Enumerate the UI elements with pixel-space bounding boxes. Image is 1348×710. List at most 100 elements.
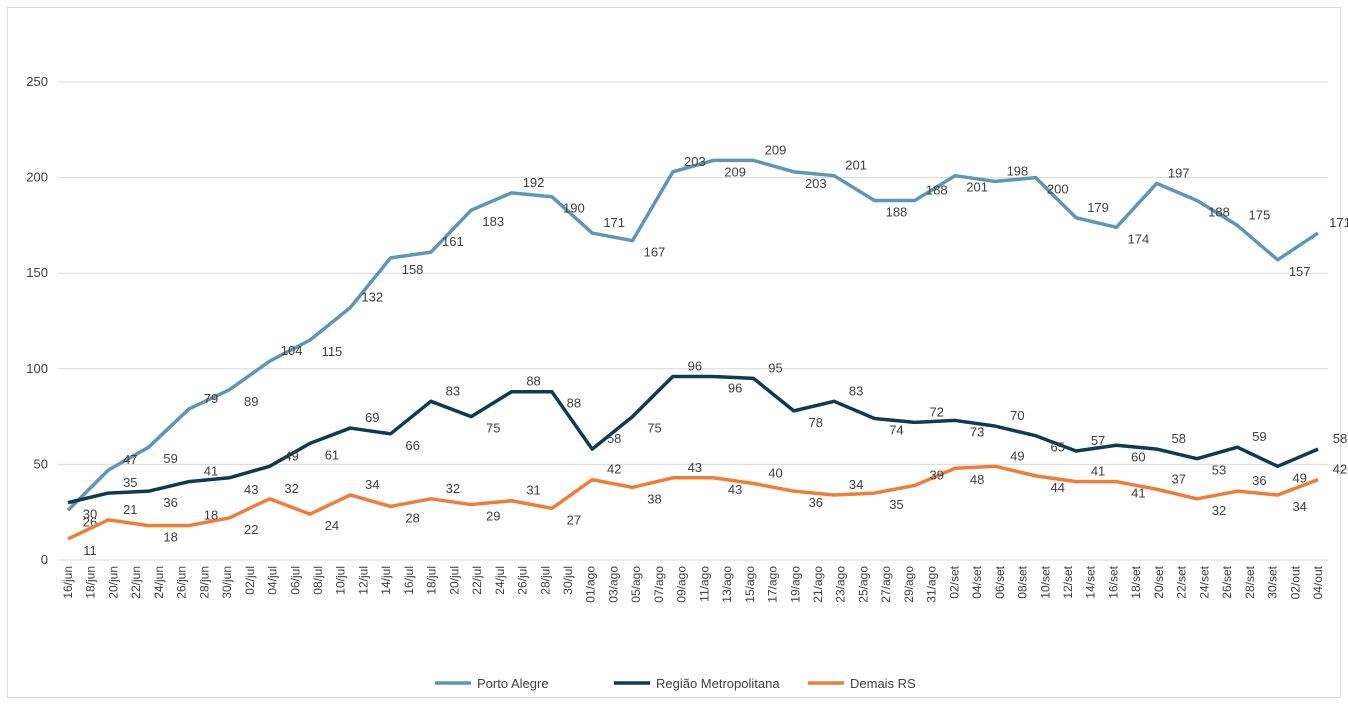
data-label: 34 (1292, 499, 1306, 514)
legend-label: Região Metropolitana (656, 676, 780, 691)
x-tick-label: 18/jul (425, 566, 439, 595)
y-tick-label: 200 (26, 170, 48, 185)
x-tick-label: 24/jul (493, 566, 507, 595)
data-label: 179 (1087, 200, 1109, 215)
data-label: 174 (1128, 231, 1150, 246)
x-tick-label: 18/set (1129, 565, 1143, 598)
data-label: 59 (1252, 429, 1266, 444)
data-label: 44 (1051, 480, 1065, 495)
data-label: 66 (405, 438, 419, 453)
y-tick-label: 100 (26, 361, 48, 376)
data-label: 38 (647, 491, 661, 506)
data-label: 24 (325, 518, 339, 533)
data-label: 171 (603, 215, 625, 230)
x-tick-label: 03/ago (606, 566, 620, 603)
data-label: 49 (1010, 448, 1024, 463)
x-tick-label: 31/ago (925, 566, 939, 603)
data-label: 96 (688, 358, 702, 373)
data-label: 43 (688, 460, 702, 475)
data-label: 74 (889, 423, 903, 438)
data-label: 49 (284, 448, 298, 463)
x-tick-label: 20/jun (106, 566, 120, 599)
data-label: 27 (567, 512, 581, 527)
x-tick-label: 12/jul (356, 566, 370, 595)
data-label: 175 (1249, 207, 1271, 222)
data-label: 29 (486, 509, 500, 524)
data-label: 61 (325, 447, 339, 462)
data-label: 192 (523, 175, 545, 190)
data-label: 83 (446, 383, 460, 398)
data-label: 190 (563, 201, 585, 216)
data-label: 72 (930, 404, 944, 419)
data-label: 167 (644, 245, 666, 260)
data-label: 171 (1329, 215, 1348, 230)
x-tick-label: 02/jul (243, 566, 257, 595)
x-tick-label: 16/jul (402, 566, 416, 595)
data-label: 11 (83, 543, 97, 558)
data-label: 88 (526, 374, 540, 389)
x-tick-label: 20/jul (447, 566, 461, 595)
data-label: 31 (526, 483, 540, 498)
data-label: 115 (322, 344, 343, 359)
y-tick-label: 250 (26, 74, 48, 89)
series-line (67, 374, 1319, 505)
x-tick-label: 02/set (947, 565, 961, 598)
x-tick-label: 16/set (1106, 565, 1120, 598)
data-label: 83 (849, 383, 863, 398)
x-tick-label: 05/ago (629, 566, 643, 603)
x-tick-label: 04/jul (266, 566, 280, 595)
data-label: 40 (768, 466, 782, 481)
x-tick-label: 10/jul (334, 566, 348, 595)
data-label: 70 (1010, 408, 1024, 423)
x-tick-label: 18/jun (84, 566, 98, 599)
data-label: 69 (365, 410, 379, 425)
data-label: 209 (724, 164, 746, 179)
data-label: 198 (1007, 163, 1029, 178)
x-tick-label: 01/ago (584, 566, 598, 603)
data-label: 18 (163, 530, 177, 545)
x-tick-label: 14/jul (379, 566, 393, 595)
data-label: 60 (1131, 449, 1145, 464)
data-label: 201 (845, 158, 867, 173)
data-label: 37 (1171, 471, 1185, 486)
x-tick-label: 26/jun (175, 566, 189, 599)
data-label: 65 (1051, 440, 1065, 455)
x-tick-label: 25/ago (856, 566, 870, 603)
chart-frame (7, 7, 1341, 698)
data-label: 79 (204, 391, 218, 406)
data-label: 88 (567, 396, 581, 411)
x-tick-label: 23/ago (834, 566, 848, 603)
data-label: 188 (926, 183, 948, 198)
data-label: 49 (1292, 470, 1306, 485)
x-tick-label: 13/ago (720, 566, 734, 603)
x-tick-label: 12/set (1061, 565, 1075, 598)
data-label: 78 (809, 415, 823, 430)
legend-label: Porto Alegre (477, 676, 549, 691)
data-label: 42 (607, 462, 621, 477)
data-label: 188 (886, 205, 908, 220)
data-label: 34 (365, 477, 379, 492)
x-tick-label: 30/set (1266, 565, 1280, 598)
x-tick-label: 16/jun (61, 566, 75, 599)
data-label: 200 (1047, 182, 1069, 197)
data-label: 22 (244, 522, 258, 537)
data-label: 53 (1212, 463, 1226, 478)
x-tick-label: 15/ago (743, 566, 757, 603)
x-tick-label: 14/set (1084, 565, 1098, 598)
data-label: 34 (849, 477, 863, 492)
x-tick-label: 04/out (1311, 565, 1325, 599)
legend-label: Demais RS (850, 676, 916, 691)
data-label: 161 (442, 234, 464, 249)
data-label: 35 (889, 497, 903, 512)
data-label: 57 (1091, 433, 1105, 448)
y-tick-label: 50 (34, 456, 48, 471)
data-label: 75 (486, 421, 500, 436)
data-label: 183 (482, 214, 504, 229)
data-label: 21 (123, 502, 137, 517)
x-tick-label: 06/jul (288, 566, 302, 595)
data-label: 96 (728, 380, 742, 395)
data-label: 43 (728, 482, 742, 497)
x-tick-label: 28/jun (197, 566, 211, 599)
x-tick-label: 29/ago (902, 566, 916, 603)
